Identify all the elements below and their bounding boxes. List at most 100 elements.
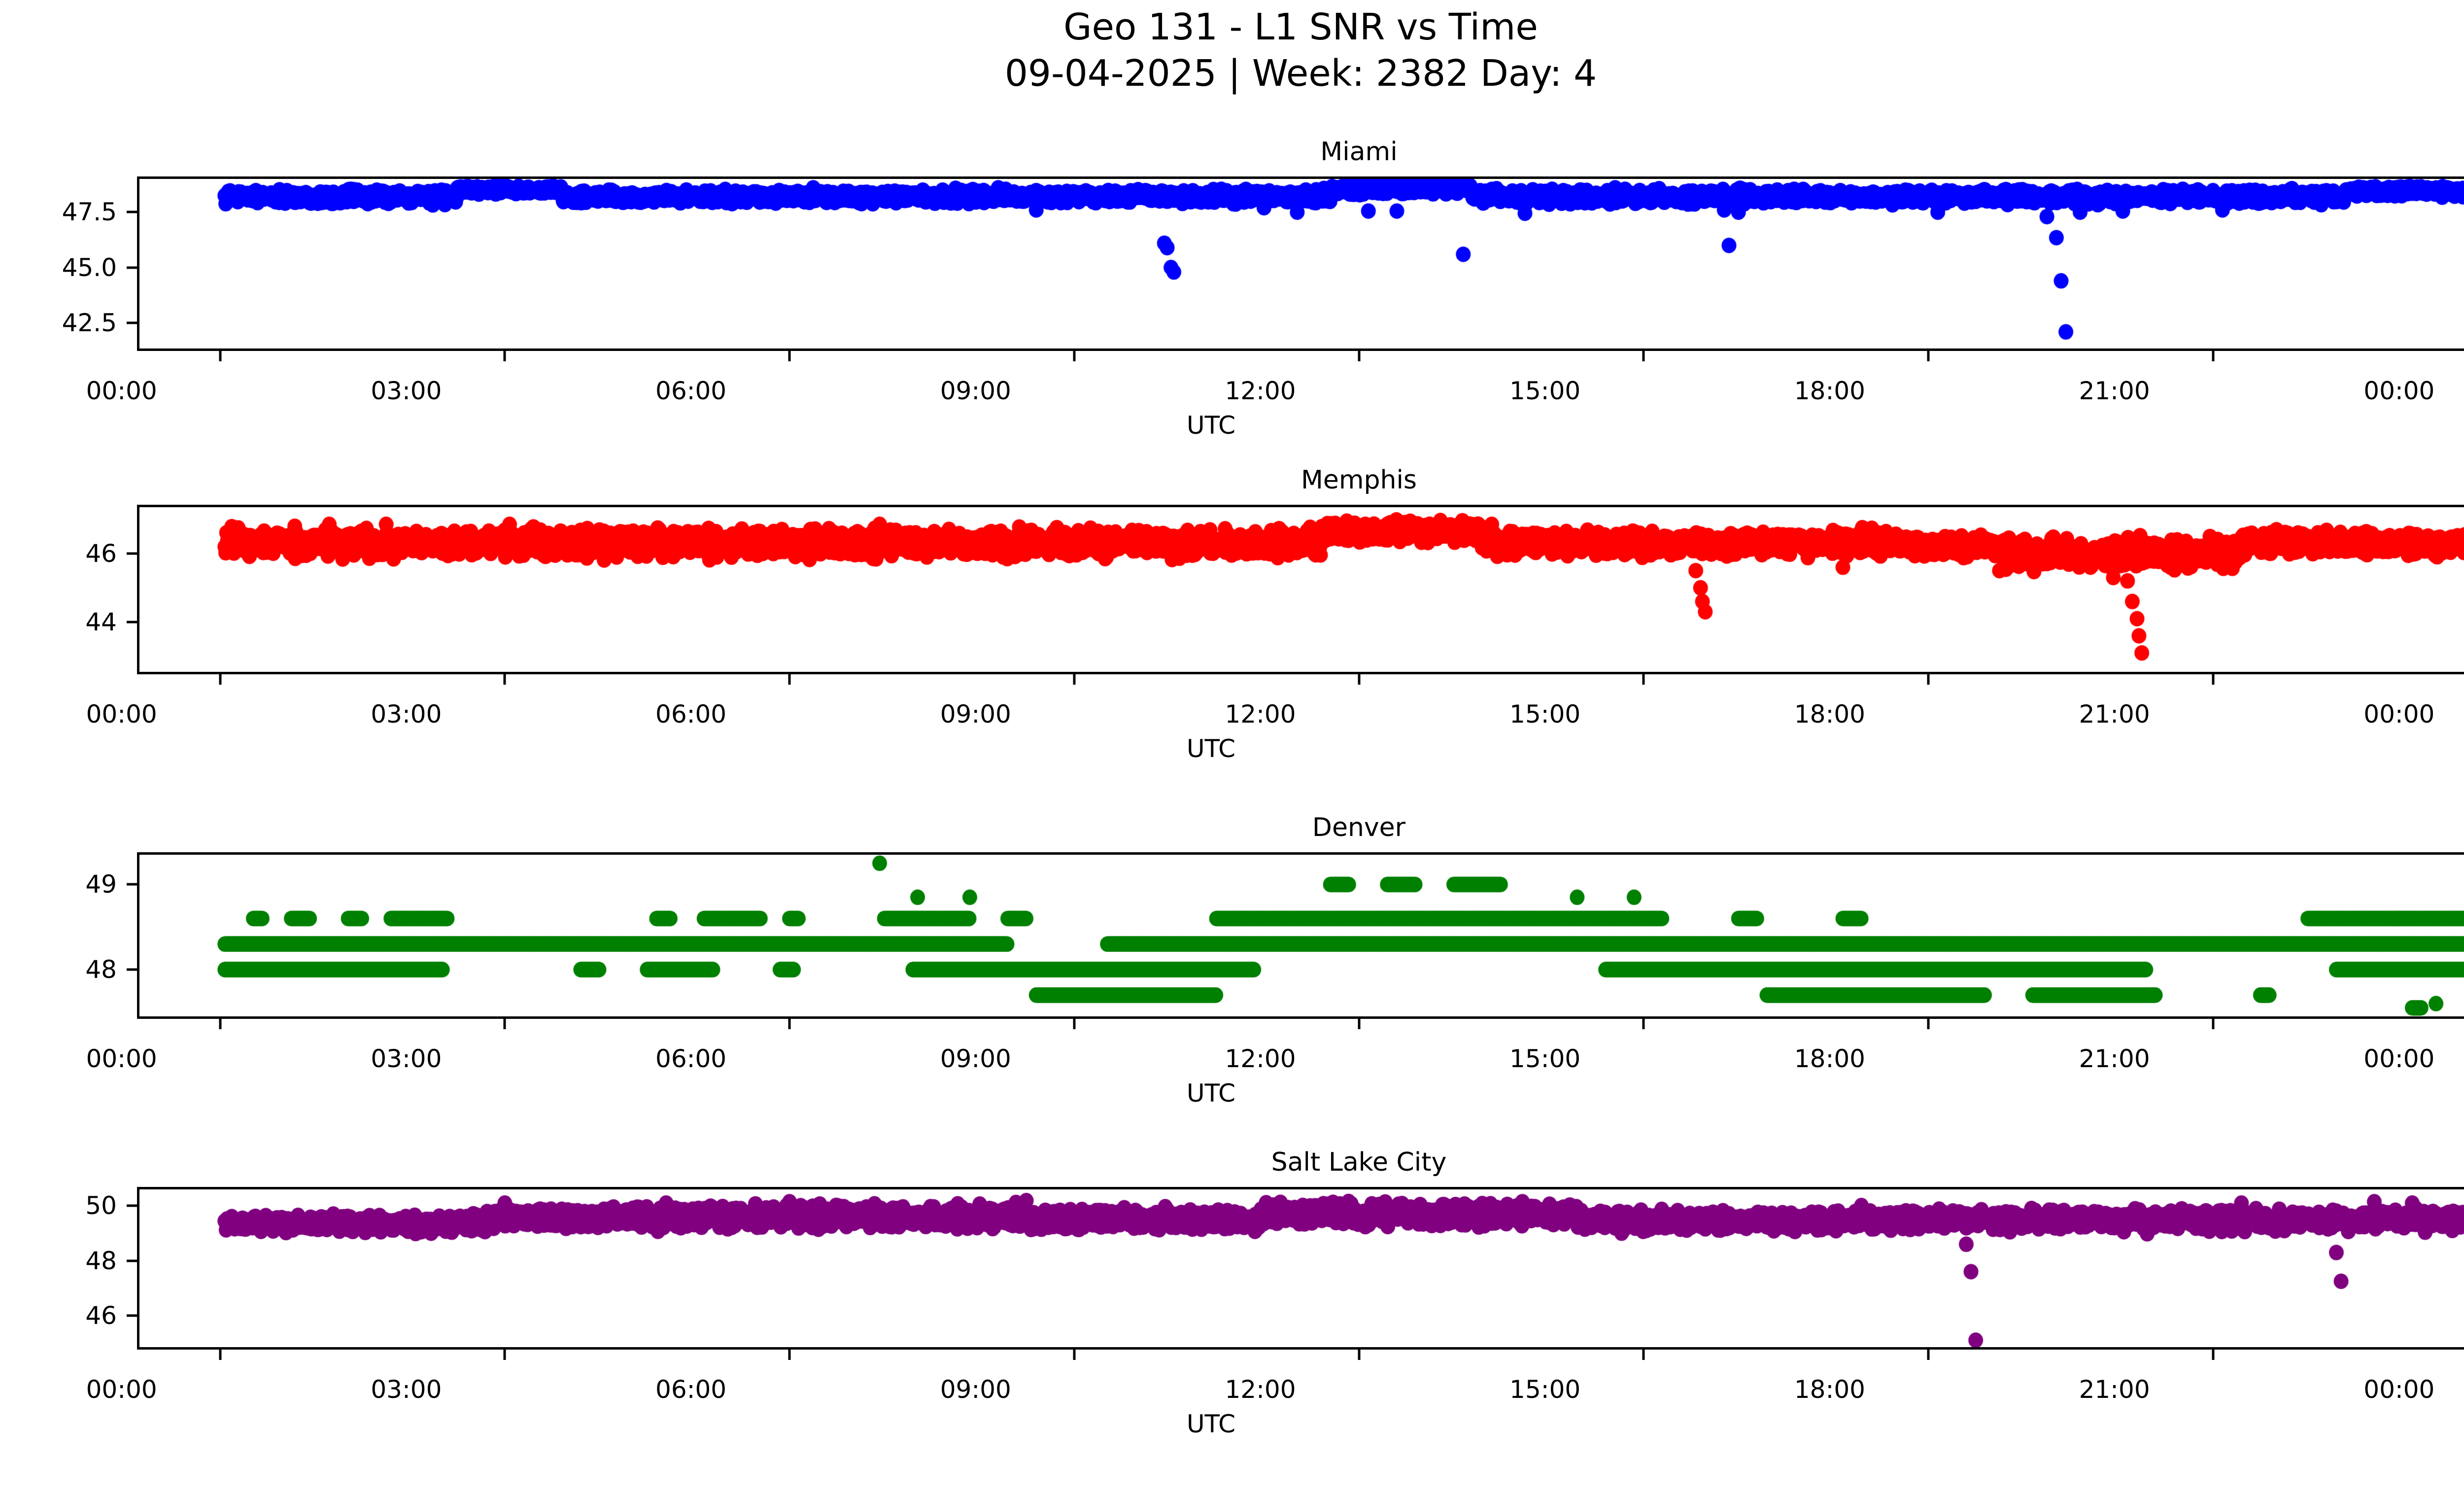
- y-tick-label: 48: [85, 955, 117, 984]
- x-tick-mark: [1642, 674, 1645, 685]
- x-tick-label: 15:00: [1509, 377, 1581, 405]
- x-tick-label: 00:00: [86, 1375, 157, 1404]
- y-tick-label: 44: [85, 608, 117, 637]
- x-tick-label: 18:00: [1794, 1044, 1865, 1073]
- x-tick-mark: [503, 674, 506, 685]
- x-tick-mark: [1358, 674, 1360, 685]
- x-tick-label: 03:00: [371, 700, 442, 729]
- x-tick-mark: [1358, 1019, 1360, 1029]
- subplot-title-miami: Miami: [1320, 137, 1398, 167]
- x-tick-mark: [1927, 1350, 1930, 1360]
- x-tick-mark: [1927, 351, 1930, 361]
- x-tick-label: 09:00: [940, 1044, 1011, 1073]
- y-tick-label: 47.5: [62, 198, 117, 227]
- x-tick-mark: [788, 674, 791, 685]
- x-tick-mark: [1073, 1019, 1076, 1029]
- x-tick-mark: [1927, 674, 1930, 685]
- scatter-points-miami: [139, 179, 2464, 348]
- x-tick-mark: [219, 1350, 222, 1360]
- plot-area-miami[interactable]: [137, 176, 2464, 351]
- y-tick-mark: [127, 552, 137, 555]
- x-tick-label: 00:00: [2363, 377, 2435, 405]
- x-tick-label: 09:00: [940, 700, 1011, 729]
- y-tick-mark: [127, 621, 137, 624]
- x-tick-mark: [219, 351, 222, 361]
- y-tick-label: 45.0: [62, 253, 117, 282]
- y-tick-label: 42.5: [62, 309, 117, 338]
- x-tick-label: 00:00: [86, 700, 157, 729]
- x-tick-label: 06:00: [655, 377, 727, 405]
- x-tick-mark: [1073, 674, 1076, 685]
- x-tick-label: 21:00: [2079, 700, 2150, 729]
- x-tick-label: 03:00: [371, 1044, 442, 1073]
- scatter-points-memphis: [139, 507, 2464, 672]
- y-tick-mark: [127, 1314, 137, 1317]
- x-tick-label: 12:00: [1225, 377, 1296, 405]
- x-tick-mark: [1642, 1019, 1645, 1029]
- x-tick-label: 21:00: [2079, 1044, 2150, 1073]
- plot-area-memphis[interactable]: [137, 505, 2464, 674]
- x-tick-mark: [219, 674, 222, 685]
- y-tick-label: 48: [85, 1246, 117, 1275]
- figure-title-line1: Geo 131 - L1 SNR vs Time: [1063, 6, 1538, 48]
- x-tick-mark: [1358, 351, 1360, 361]
- x-axis-label-miami: UTC: [1186, 411, 1236, 440]
- plot-area-denver[interactable]: [137, 852, 2464, 1019]
- x-tick-mark: [788, 351, 791, 361]
- y-tick-label: 50: [85, 1191, 117, 1220]
- x-tick-mark: [219, 1019, 222, 1029]
- x-tick-label: 06:00: [655, 1044, 727, 1073]
- x-axis-label-denver: UTC: [1186, 1079, 1236, 1108]
- y-tick-mark: [127, 1259, 137, 1262]
- x-tick-mark: [1358, 1350, 1360, 1360]
- y-tick-label: 46: [85, 539, 117, 568]
- x-tick-label: 09:00: [940, 377, 1011, 405]
- y-tick-mark: [127, 968, 137, 971]
- x-tick-label: 09:00: [940, 1375, 1011, 1404]
- y-tick-mark: [127, 1204, 137, 1207]
- y-tick-label: 46: [85, 1301, 117, 1330]
- x-tick-label: 00:00: [86, 1044, 157, 1073]
- x-axis-label-memphis: UTC: [1186, 734, 1236, 763]
- y-tick-mark: [127, 321, 137, 324]
- x-tick-label: 00:00: [2363, 1375, 2435, 1404]
- subplot-title-memphis: Memphis: [1300, 465, 1417, 495]
- x-tick-label: 21:00: [2079, 1375, 2150, 1404]
- x-tick-mark: [788, 1019, 791, 1029]
- x-tick-label: 12:00: [1225, 700, 1296, 729]
- subplot-title-denver: Denver: [1312, 813, 1406, 842]
- x-tick-mark: [503, 1350, 506, 1360]
- x-tick-label: 00:00: [2363, 1044, 2435, 1073]
- figure-title-line2: 09-04-2025 | Week: 2382 Day: 4: [1004, 52, 1597, 95]
- x-tick-label: 03:00: [371, 1375, 442, 1404]
- x-tick-label: 12:00: [1225, 1044, 1296, 1073]
- x-axis-label-salt-lake-city: UTC: [1186, 1410, 1236, 1438]
- x-tick-mark: [503, 1019, 506, 1029]
- x-tick-label: 15:00: [1509, 1044, 1581, 1073]
- x-tick-label: 18:00: [1794, 700, 1865, 729]
- x-tick-label: 00:00: [86, 377, 157, 405]
- x-tick-mark: [788, 1350, 791, 1360]
- scatter-points-denver: [139, 855, 2464, 1016]
- x-tick-label: 06:00: [655, 1375, 727, 1404]
- x-tick-mark: [1073, 351, 1076, 361]
- x-tick-label: 03:00: [371, 377, 442, 405]
- plot-area-salt-lake-city[interactable]: [137, 1187, 2464, 1350]
- x-tick-label: 18:00: [1794, 377, 1865, 405]
- x-tick-label: 18:00: [1794, 1375, 1865, 1404]
- y-tick-label: 49: [85, 870, 117, 899]
- x-tick-mark: [2212, 351, 2215, 361]
- x-tick-label: 15:00: [1509, 700, 1581, 729]
- x-tick-mark: [1073, 1350, 1076, 1360]
- x-tick-mark: [503, 351, 506, 361]
- x-tick-mark: [2212, 1019, 2215, 1029]
- y-tick-mark: [127, 266, 137, 269]
- x-tick-mark: [1642, 351, 1645, 361]
- x-tick-label: 00:00: [2363, 700, 2435, 729]
- y-tick-mark: [127, 210, 137, 213]
- x-tick-mark: [1642, 1350, 1645, 1360]
- y-tick-mark: [127, 883, 137, 886]
- x-tick-label: 15:00: [1509, 1375, 1581, 1404]
- x-tick-label: 21:00: [2079, 377, 2150, 405]
